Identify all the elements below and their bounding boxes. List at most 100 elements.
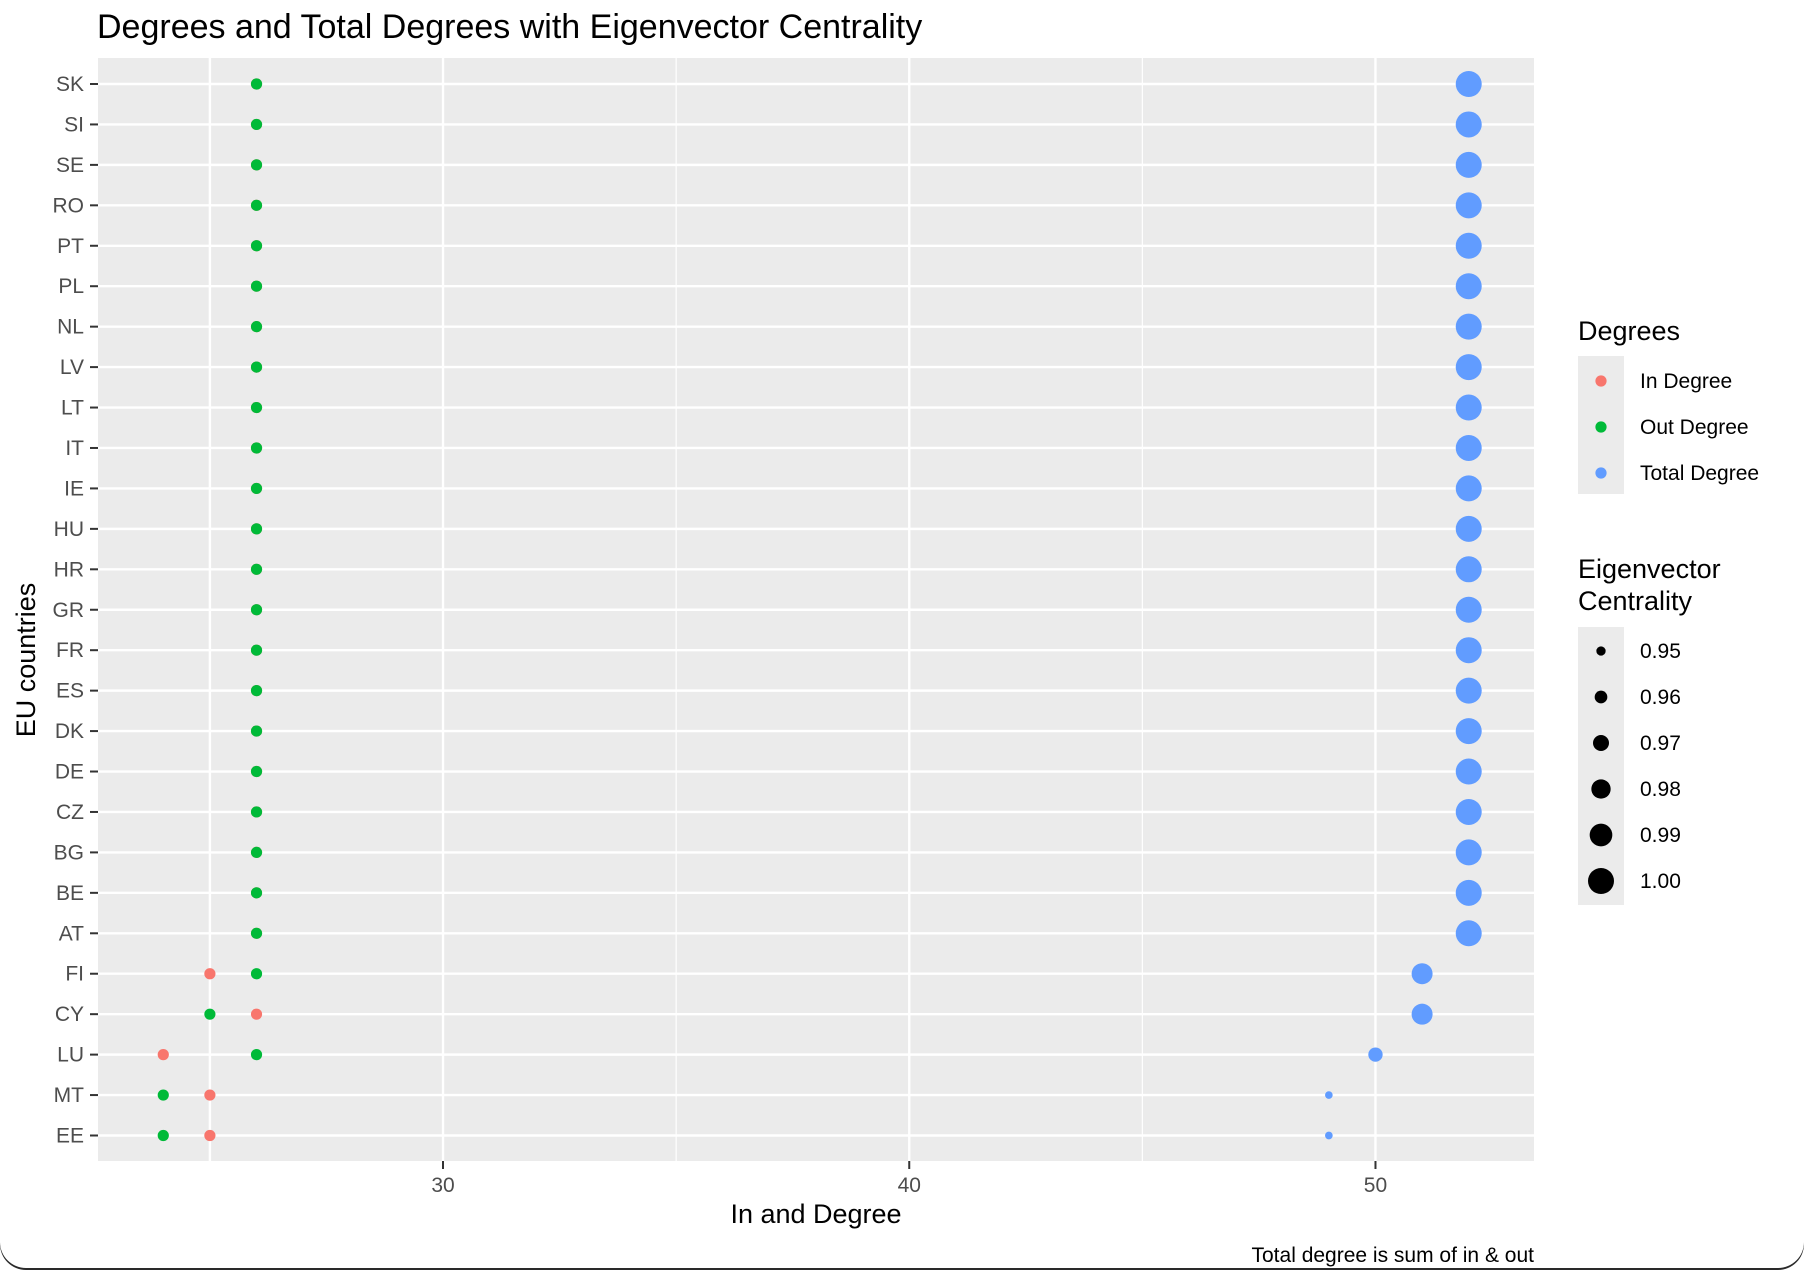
y-tick-label: DE <box>55 761 84 784</box>
out-degree-point <box>250 321 263 333</box>
y-tick-label: HU <box>54 518 84 541</box>
y-tick-label: PL <box>58 275 84 298</box>
total-degree-point <box>1455 839 1482 866</box>
legends: Degrees In Degree Out Degree Total Degree Ei… <box>1578 316 1759 905</box>
total-degree-point <box>1455 879 1482 906</box>
color-legend-label: Out Degree <box>1640 416 1749 439</box>
x-tick-label: 30 <box>431 1174 454 1197</box>
y-tick-label: GR <box>53 599 85 622</box>
y-tick-label: IT <box>65 437 84 460</box>
out-degree-point <box>250 1049 263 1061</box>
out-degree-point <box>250 685 263 697</box>
out-degree-point <box>250 78 263 90</box>
total-degree-point <box>1455 151 1482 178</box>
out-degree-point <box>204 1008 216 1020</box>
y-tick-label: SI <box>64 113 84 136</box>
axes: EE MT LU CY FI AT BE BG CZ DE DK ES FR GR HR HU IE IT LT LV… <box>53 73 1388 1197</box>
x-tick-label: 40 <box>898 1174 921 1197</box>
total-degree-point <box>1455 515 1482 542</box>
y-tick-label: AT <box>59 922 84 945</box>
out-degree-point <box>250 482 263 495</box>
size-legend-key <box>1596 646 1606 656</box>
in-degree-point <box>204 1129 216 1142</box>
out-degree-point <box>250 927 263 939</box>
out-degree-point <box>250 806 263 818</box>
data-points <box>157 71 1482 1142</box>
chart-title: Degrees and Total Degrees with Eigenvect… <box>97 8 922 46</box>
total-degree-point <box>1455 758 1482 785</box>
y-tick-label: DK <box>55 720 84 743</box>
y-tick-label: ES <box>56 680 84 703</box>
y-tick-label: RO <box>53 194 85 217</box>
out-degree-point <box>250 118 263 131</box>
size-legend-title-line2: Centrality <box>1578 586 1693 616</box>
total-degree-point <box>1455 232 1482 259</box>
y-tick-label: LV <box>60 356 84 379</box>
plot-panel <box>98 58 1534 1161</box>
total-degree-point <box>1455 434 1482 461</box>
y-tick-label: SE <box>56 154 84 177</box>
out-degree-point <box>250 644 263 656</box>
total-degree-point <box>1325 1131 1333 1140</box>
color-legend-title: Degrees <box>1578 316 1680 346</box>
out-degree-point <box>250 442 263 454</box>
size-legend-label: 0.99 <box>1640 824 1681 847</box>
total-degree-point <box>1455 354 1482 381</box>
y-tick-label: MT <box>54 1084 84 1107</box>
in-degree-point <box>204 968 216 980</box>
total-degree-point <box>1455 596 1482 623</box>
color-legend-label: In Degree <box>1640 370 1732 393</box>
size-legend-key <box>1591 779 1611 799</box>
out-degree-point <box>250 725 263 737</box>
total-degree-point <box>1455 475 1482 502</box>
total-degree-point <box>1455 313 1482 340</box>
color-legend-key <box>1595 421 1607 433</box>
y-tick-label: FI <box>65 963 84 986</box>
out-degree-point <box>250 563 263 575</box>
out-degree-point <box>250 280 263 292</box>
y-tick-label: CZ <box>56 801 84 824</box>
y-tick-label: LT <box>61 397 84 420</box>
in-degree-point <box>250 1008 263 1020</box>
in-degree-point <box>157 1049 169 1061</box>
y-tick-label: FR <box>56 639 84 662</box>
total-degree-point <box>1455 394 1482 421</box>
total-degree-point <box>1455 556 1482 583</box>
total-degree-point <box>1455 798 1482 825</box>
size-legend-label: 0.96 <box>1640 686 1681 709</box>
total-degree-point <box>1455 677 1482 704</box>
chart-caption: Total degree is sum of in & out <box>1252 1244 1535 1267</box>
out-degree-point <box>250 765 263 778</box>
total-degree-point <box>1455 71 1482 97</box>
size-legend-label: 0.95 <box>1640 640 1681 663</box>
out-degree-point <box>250 604 263 616</box>
x-tick-label: 50 <box>1364 1174 1387 1197</box>
x-axis-title: In and Degree <box>730 1199 901 1229</box>
total-degree-point <box>1411 1003 1433 1025</box>
size-legend-key <box>1594 690 1608 704</box>
size-legend-title-line1: Eigenvector <box>1578 554 1721 584</box>
total-degree-point <box>1325 1091 1333 1099</box>
out-degree-point <box>157 1089 169 1101</box>
y-tick-label: NL <box>57 316 84 339</box>
size-legend-key <box>1589 823 1613 847</box>
out-degree-point <box>250 846 263 859</box>
out-degree-point <box>250 887 263 899</box>
color-legend-key <box>1595 375 1607 387</box>
size-legend-label: 0.98 <box>1640 778 1681 801</box>
total-degree-point <box>1411 963 1433 985</box>
y-tick-label: BE <box>56 882 84 905</box>
y-tick-label: SK <box>56 73 84 96</box>
total-degree-point <box>1455 637 1482 664</box>
out-degree-point <box>250 159 263 171</box>
color-legend-key <box>1595 467 1607 479</box>
y-tick-label: HR <box>54 558 84 581</box>
out-degree-point <box>250 240 263 252</box>
size-legend-keys-background <box>1578 627 1624 905</box>
out-degree-point <box>250 401 263 414</box>
size-legend-label: 0.97 <box>1640 732 1681 755</box>
y-tick-label: IE <box>64 477 84 500</box>
size-legend-label: 1.00 <box>1640 870 1681 893</box>
in-degree-point <box>204 1089 216 1101</box>
